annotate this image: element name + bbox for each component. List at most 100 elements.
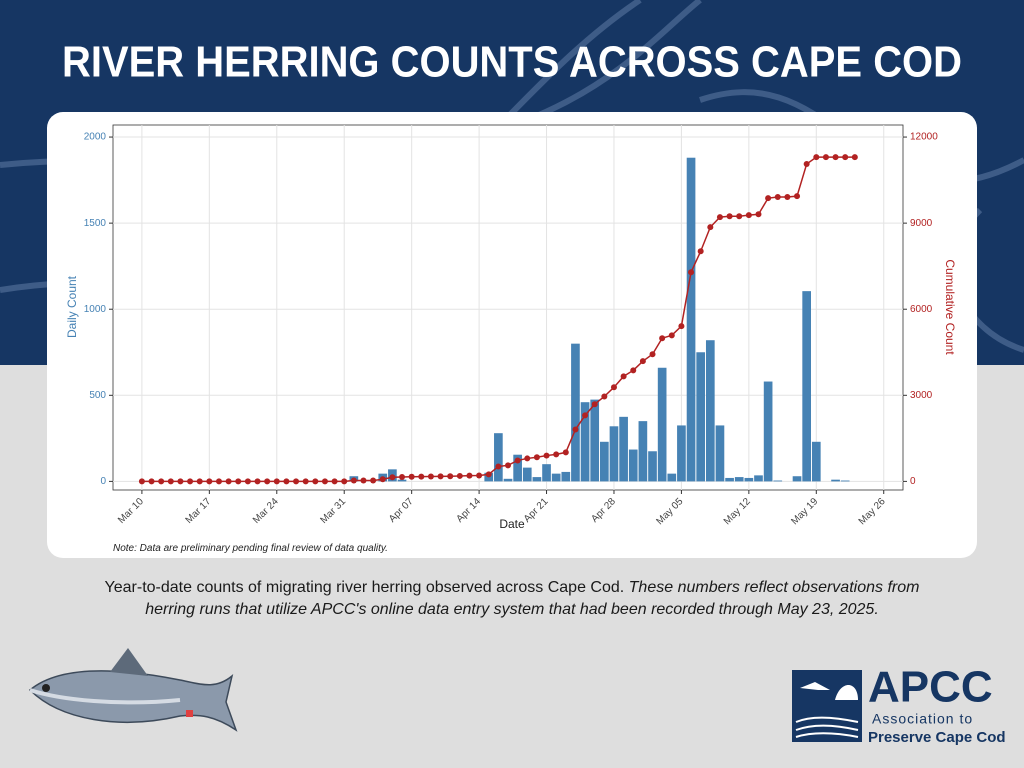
bar <box>542 464 551 482</box>
caption-line1: Year-to-date counts of migrating river h… <box>105 579 920 596</box>
point <box>610 384 617 391</box>
bar <box>744 477 754 482</box>
bar <box>551 473 561 482</box>
point <box>196 478 203 485</box>
point <box>707 224 714 231</box>
point <box>215 478 222 485</box>
point <box>505 462 511 469</box>
bar <box>811 441 821 482</box>
point <box>543 452 550 459</box>
point <box>437 473 444 480</box>
point <box>736 213 743 220</box>
logo-name: APCC <box>868 663 993 712</box>
point <box>225 478 232 485</box>
bar <box>513 454 522 482</box>
point <box>321 478 328 485</box>
point <box>360 477 367 484</box>
caption-lead: Year-to-date counts of migrating river h… <box>105 579 625 596</box>
point <box>842 154 849 161</box>
title: RIVER HERRING COUNTS ACROSS CAPE COD <box>62 38 962 87</box>
x-axis-label: Date <box>499 517 525 531</box>
point <box>138 478 145 485</box>
bar <box>580 402 590 482</box>
point <box>254 478 261 485</box>
point <box>177 478 184 485</box>
point <box>639 358 646 365</box>
point <box>755 211 762 218</box>
point <box>659 335 666 342</box>
point <box>630 367 637 374</box>
bar <box>571 343 580 482</box>
point <box>341 478 348 485</box>
bar <box>648 451 657 482</box>
point <box>206 478 213 485</box>
bar <box>561 471 571 482</box>
logo-line1: Association to <box>872 711 973 727</box>
point <box>389 474 396 481</box>
bar <box>840 480 850 482</box>
point <box>418 473 425 480</box>
point <box>745 212 752 219</box>
point <box>524 455 531 462</box>
bar <box>522 467 532 482</box>
point <box>620 373 627 380</box>
point <box>813 154 820 161</box>
bar <box>494 433 503 482</box>
bar <box>725 477 734 482</box>
point <box>514 457 521 464</box>
point <box>678 323 685 330</box>
point <box>302 478 309 485</box>
point <box>476 472 483 479</box>
bar <box>686 157 696 482</box>
point <box>533 454 540 461</box>
bar <box>657 367 667 482</box>
point <box>794 193 801 200</box>
bar <box>628 449 638 482</box>
point <box>264 478 271 485</box>
point <box>158 478 165 485</box>
bar <box>792 476 802 482</box>
point <box>283 478 290 485</box>
y2-tick-label: 6000 <box>910 304 933 315</box>
point <box>167 478 174 485</box>
apcc-logo: APCC Association to Preserve Cape Cod <box>792 663 1006 746</box>
point <box>697 248 704 255</box>
bar <box>619 416 628 482</box>
y-tick-label: 2000 <box>84 132 107 143</box>
y-tick-label: 1500 <box>84 218 107 229</box>
bar <box>773 480 783 482</box>
bar <box>590 399 600 482</box>
point <box>466 472 473 479</box>
bar <box>638 421 648 482</box>
y2-tick-label: 0 <box>910 476 916 487</box>
y2-axis-label: Cumulative Count <box>943 259 957 355</box>
y-axis-label: Daily Count <box>65 275 79 338</box>
bar <box>532 477 542 482</box>
y2-tick-label: 12000 <box>910 132 938 143</box>
bar <box>677 425 686 482</box>
y2-tick-label: 9000 <box>910 218 933 229</box>
point <box>427 473 434 480</box>
point <box>187 478 194 485</box>
y2-tick-label: 3000 <box>910 390 933 401</box>
point <box>350 477 357 484</box>
bar <box>754 475 763 482</box>
point <box>456 472 463 479</box>
point <box>562 449 569 456</box>
point <box>803 161 810 168</box>
point <box>312 478 319 485</box>
plot-area <box>112 124 904 491</box>
bar <box>734 477 744 482</box>
point <box>148 478 155 485</box>
point <box>765 195 772 202</box>
point <box>379 476 386 483</box>
point <box>572 426 579 433</box>
point <box>553 451 560 458</box>
y-tick-label: 1000 <box>84 304 107 315</box>
point <box>399 473 406 480</box>
point <box>832 154 839 161</box>
point <box>601 393 608 400</box>
logo-line2: Preserve Cape Cod <box>868 729 1006 746</box>
point <box>851 154 858 161</box>
